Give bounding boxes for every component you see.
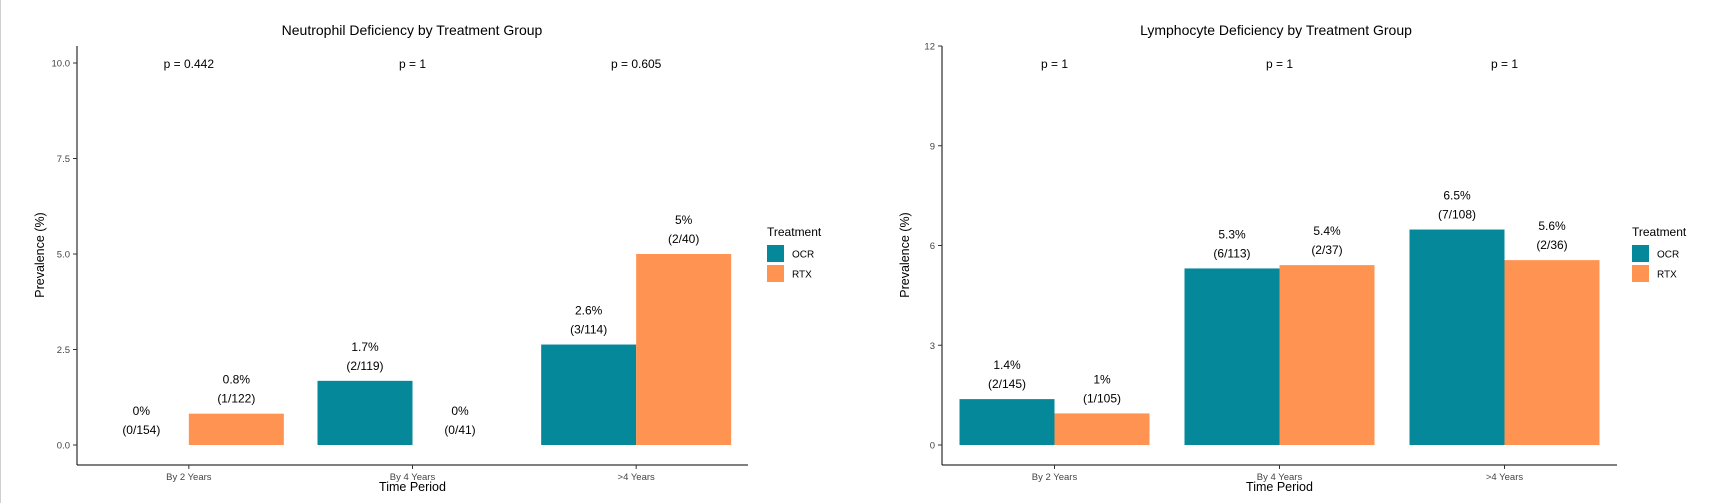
chart1-bar-label-count: (1/122) — [217, 392, 255, 406]
chart2-bar-label-pct: 1% — [1093, 372, 1111, 386]
chart1-x-axis-title: Time Period — [379, 480, 446, 494]
chart2-legend-title: Treatment — [1632, 225, 1687, 239]
chart2-bar-label-pct: 1.4% — [993, 358, 1021, 372]
chart2-legend-label: OCR — [1657, 250, 1679, 261]
chart2-bar-label-pct: 5.3% — [1218, 227, 1246, 241]
chart2-bar-label-count: (7/108) — [1438, 208, 1476, 222]
chart2-p-value: p = 1 — [1041, 57, 1068, 71]
chart2-bar-label-count: (6/113) — [1213, 246, 1250, 260]
chart2-y-tick-label: 0 — [930, 441, 935, 452]
chart2-p-value: p = 1 — [1491, 57, 1518, 71]
chart2-bar-rtx — [1504, 260, 1600, 445]
chart2-bar-ocr — [1409, 229, 1505, 445]
chart2-bar-label-count: (2/37) — [1311, 243, 1342, 257]
chart1-legend-label: RTX — [792, 270, 812, 281]
chart2-bar-rtx — [1054, 413, 1150, 445]
chart2-y-tick-label: 9 — [930, 141, 935, 152]
chart1-bar-label-pct: 2.6% — [575, 304, 603, 318]
chart2-bar-label-count: (2/36) — [1536, 238, 1567, 252]
chart1-bar-label-pct: 0% — [451, 404, 469, 418]
chart2-x-axis-title: Time Period — [1246, 480, 1313, 494]
chart2-x-tick-label: By 4 Years — [1257, 472, 1303, 483]
chart2-bar-ocr — [1184, 268, 1280, 445]
chart2-bar-label-pct: 5.4% — [1313, 224, 1341, 238]
chart1-bar-label-pct: 1.7% — [351, 340, 379, 354]
chart2-bar-rtx — [1279, 265, 1375, 445]
chart1-p-value: p = 0.605 — [611, 57, 662, 71]
chart2-y-tick-label: 6 — [930, 241, 935, 252]
chart1-x-tick-label: By 4 Years — [390, 472, 436, 483]
chart1-legend-title: Treatment — [767, 225, 822, 239]
chart1-legend-key-rtx — [767, 265, 784, 282]
chart1-bar-label-count: (2/119) — [346, 359, 383, 373]
chart2-legend-key-ocr — [1632, 245, 1649, 262]
chart1-bar-ocr — [541, 344, 637, 445]
chart1-bar-label-pct: 0% — [133, 404, 151, 418]
chart1-title: Neutrophil Deficiency by Treatment Group — [282, 22, 543, 38]
chart1-legend-key-ocr — [767, 245, 784, 262]
chart1-p-value: p = 0.442 — [164, 57, 215, 71]
chart2-bar-label-count: (2/145) — [988, 377, 1026, 391]
chart2-bar-label-pct: 5.6% — [1538, 219, 1566, 233]
chart2-bar-ocr — [959, 399, 1055, 445]
chart1-bar-label-count: (0/41) — [444, 423, 475, 437]
chart1-y-tick-label: 7.5 — [57, 154, 70, 165]
chart1-bar-label-count: (0/154) — [122, 423, 160, 437]
chart1-x-tick-label: By 2 Years — [166, 472, 212, 483]
chart2-x-tick-label: By 2 Years — [1032, 472, 1078, 483]
chart1-bar-label-pct: 0.8% — [223, 373, 251, 387]
chart2-y-tick-label: 12 — [924, 42, 935, 53]
chart1-legend-label: OCR — [792, 250, 814, 261]
chart1-bar-label-count: (2/40) — [668, 232, 699, 246]
chart2-legend-key-rtx — [1632, 265, 1649, 282]
chart1-bar-label-pct: 5% — [675, 213, 693, 227]
chart2-y-tick-label: 3 — [930, 341, 935, 352]
chart1-y-tick-label: 0.0 — [57, 441, 70, 452]
chart1-y-axis-title: Prevalence (%) — [33, 212, 47, 297]
chart1-bar-label-count: (3/114) — [570, 323, 607, 337]
chart1-y-tick-label: 10.0 — [52, 59, 71, 70]
chart1-bar-rtx — [188, 413, 284, 445]
chart1-p-value: p = 1 — [399, 57, 426, 71]
chart1-bar-rtx — [636, 254, 732, 445]
chart2-x-tick-label: >4 Years — [1486, 472, 1523, 483]
window-edge — [0, 0, 1, 503]
chart2-y-axis-title: Prevalence (%) — [898, 212, 912, 297]
chart1-bar-ocr — [317, 380, 413, 445]
chart2-title: Lymphocyte Deficiency by Treatment Group — [1140, 22, 1412, 38]
chart2-bar-label-count: (1/105) — [1083, 391, 1121, 405]
chart2-bar-label-pct: 6.5% — [1443, 189, 1471, 203]
chart2-legend-label: RTX — [1657, 270, 1677, 281]
chart2-p-value: p = 1 — [1266, 57, 1293, 71]
chart1-y-tick-label: 2.5 — [57, 345, 70, 356]
chart1-x-tick-label: >4 Years — [618, 472, 655, 483]
chart1-y-tick-label: 5.0 — [57, 250, 70, 261]
